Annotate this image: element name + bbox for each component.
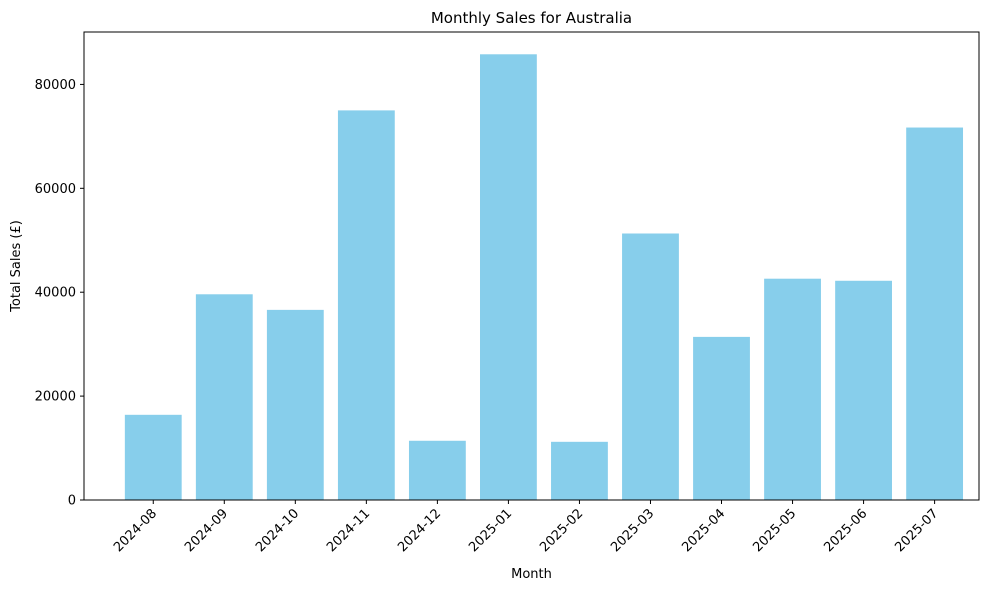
x-tick-label: 2024-12 <box>395 506 444 555</box>
x-axis: 2024-08 2024-09 2024-10 2024-11 2024-12 2025-… <box>111 500 941 555</box>
y-tick-label: 40000 <box>35 286 76 301</box>
bar-2025-03 <box>622 233 679 500</box>
y-tick-label: 60000 <box>35 182 76 197</box>
bars-layer <box>124 54 964 501</box>
y-tick-label: 20000 <box>35 390 76 405</box>
bar-2024-08 <box>124 414 182 500</box>
y-axis-label: Total Sales (£) <box>9 220 24 313</box>
x-axis-label: Month <box>511 567 552 582</box>
x-tick-label: 2024-11 <box>324 506 373 555</box>
x-tick-label: 2025-02 <box>537 506 586 555</box>
bar-2025-02 <box>551 441 608 500</box>
x-tick-label: 2025-05 <box>750 506 799 555</box>
bar-2025-06 <box>835 280 892 500</box>
bar-2025-01 <box>480 54 537 501</box>
x-tick-label: 2025-07 <box>892 506 941 555</box>
y-tick-label: 0 <box>68 494 76 509</box>
plot-frame <box>83 31 980 501</box>
bar-2025-07 <box>906 127 964 500</box>
x-tick-label: 2024-10 <box>253 506 302 555</box>
y-tick-label: 80000 <box>35 78 76 93</box>
chart-title: Monthly Sales for Australia <box>431 9 632 27</box>
x-tick-label: 2025-04 <box>679 506 728 555</box>
bar-2024-11 <box>337 110 395 500</box>
bar-2024-10 <box>266 309 324 500</box>
bar-2025-05 <box>764 278 821 500</box>
bar-2025-04 <box>693 336 750 500</box>
x-tick-label: 2025-06 <box>821 506 870 555</box>
x-tick-label: 2025-03 <box>608 506 657 555</box>
bar-2024-12 <box>408 440 466 500</box>
x-tick-label: 2024-09 <box>182 506 231 555</box>
x-tick-label: 2025-01 <box>466 506 515 555</box>
y-axis: 0 20000 40000 60000 80000 <box>35 78 84 509</box>
x-tick-label: 2024-08 <box>111 506 160 555</box>
bar-2024-09 <box>195 294 253 500</box>
